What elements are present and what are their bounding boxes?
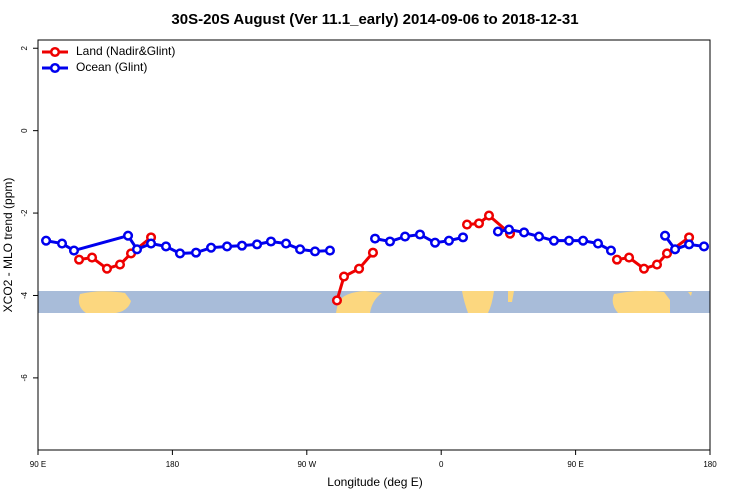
- y-tick-label: -4: [20, 291, 29, 299]
- ocean-strip: [38, 291, 710, 313]
- data-point: [578, 235, 589, 246]
- data-point: [206, 242, 217, 253]
- data-point: [592, 238, 604, 249]
- map-strip: [38, 290, 710, 313]
- land-patch: [462, 291, 494, 313]
- y-tick-label: 2: [20, 45, 29, 50]
- data-point: [87, 252, 98, 263]
- chart-title: 30S-20S August (Ver 11.1_early) 2014-09-…: [171, 11, 578, 28]
- data-point: [548, 235, 559, 246]
- data-point: [661, 248, 673, 259]
- data-point: [414, 229, 426, 240]
- plot-frame: [37, 39, 711, 451]
- data-point: [74, 254, 85, 265]
- data-point: [443, 235, 455, 246]
- data-point: [533, 231, 545, 242]
- data-point: [461, 219, 473, 230]
- x-tick-label: 180: [703, 460, 717, 469]
- data-point: [670, 244, 681, 255]
- x-tick-label: 90 W: [297, 460, 316, 469]
- data-point: [222, 241, 233, 252]
- data-point: [41, 235, 52, 246]
- data-point: [638, 263, 650, 274]
- data-point: [122, 230, 134, 241]
- y-tick-label: -6: [20, 374, 29, 382]
- data-point: [68, 245, 80, 256]
- data-point: [624, 252, 635, 263]
- data-point: [605, 245, 617, 256]
- data-point: [190, 247, 202, 258]
- x-tick-label: 90 E: [30, 460, 46, 469]
- land-patch: [78, 291, 131, 313]
- data-point: [660, 230, 671, 241]
- y-axis-label: XCO2 - MLO trend (ppm): [1, 178, 15, 313]
- data-point: [367, 247, 379, 258]
- data-point: [483, 210, 495, 221]
- data-point: [324, 245, 335, 256]
- data-point: [400, 231, 411, 242]
- data-point: [338, 271, 350, 282]
- data-point: [114, 259, 126, 270]
- x-tick-label: 0: [439, 460, 444, 469]
- data-point: [684, 239, 695, 250]
- data-point: [236, 240, 248, 251]
- data-point: [651, 259, 663, 270]
- data-point: [331, 295, 343, 306]
- data-point: [384, 236, 396, 247]
- y-tick-label: 0: [20, 128, 29, 133]
- x-tick-label: 90 E: [567, 460, 583, 469]
- legend-marker: [49, 46, 61, 58]
- data-point: [145, 238, 157, 249]
- data-point: [56, 238, 68, 249]
- land-patch: [612, 290, 670, 313]
- data-point: [519, 227, 530, 238]
- data-point: [131, 244, 143, 255]
- land-patch: [336, 291, 382, 313]
- x-tick-label: 180: [166, 460, 180, 469]
- data-point: [309, 246, 321, 257]
- data-point: [369, 233, 381, 244]
- data-point: [101, 263, 113, 274]
- y-tick-label: -2: [20, 209, 29, 217]
- data-point: [492, 226, 503, 237]
- data-point: [430, 237, 441, 248]
- data-point: [563, 235, 575, 246]
- legend-label: Ocean (Glint): [76, 60, 147, 74]
- data-point: [698, 241, 710, 252]
- data-point: [174, 248, 186, 259]
- data-point: [457, 232, 469, 243]
- data-point: [473, 218, 485, 229]
- data-point: [503, 224, 515, 235]
- land-patch: [688, 292, 692, 296]
- series-line: [78, 213, 690, 301]
- legend-label: Land (Nadir&Glint): [76, 44, 175, 58]
- land-patch: [508, 291, 514, 302]
- data-point: [354, 263, 365, 274]
- x-axis-label: Longitude (deg E): [327, 475, 422, 489]
- data-point: [265, 236, 277, 247]
- data-point: [280, 238, 292, 249]
- data-point: [295, 244, 306, 255]
- legend-marker: [49, 62, 61, 74]
- data-point: [611, 254, 623, 265]
- data-point: [160, 241, 172, 252]
- data-point: [252, 239, 263, 250]
